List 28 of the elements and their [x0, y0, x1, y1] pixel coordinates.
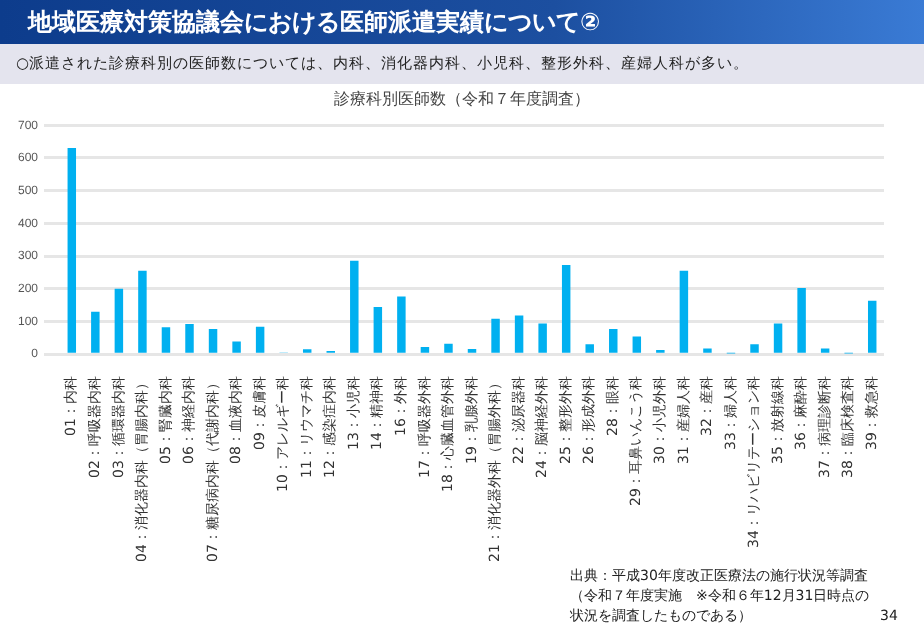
bar: [867, 300, 877, 353]
bar: [585, 344, 594, 353]
bar: [161, 327, 171, 353]
bar: [91, 311, 100, 353]
bar: [609, 329, 618, 353]
bar: [67, 148, 77, 353]
bar: [679, 270, 689, 353]
bar: [350, 260, 359, 353]
bar: [397, 296, 406, 353]
bar: [255, 326, 265, 353]
bar: [185, 324, 194, 353]
bar: [538, 323, 547, 353]
bar: [138, 270, 147, 353]
bar: [491, 318, 500, 353]
bar: [114, 288, 124, 353]
chart-subtitle: 診療科別医師数（令和７年度調査）: [332, 88, 592, 110]
bar: [797, 288, 806, 353]
bar: [750, 344, 759, 353]
bar: [773, 323, 783, 353]
bar: [444, 343, 453, 353]
bar: [420, 346, 430, 353]
bar: [561, 264, 571, 353]
bar: [514, 315, 524, 353]
bar: [373, 307, 383, 353]
chart-title: 地域医療対策協議会における医師派遣実績について②: [0, 0, 924, 44]
bar: [632, 336, 642, 353]
bar: [208, 329, 218, 353]
bar: [232, 341, 241, 353]
